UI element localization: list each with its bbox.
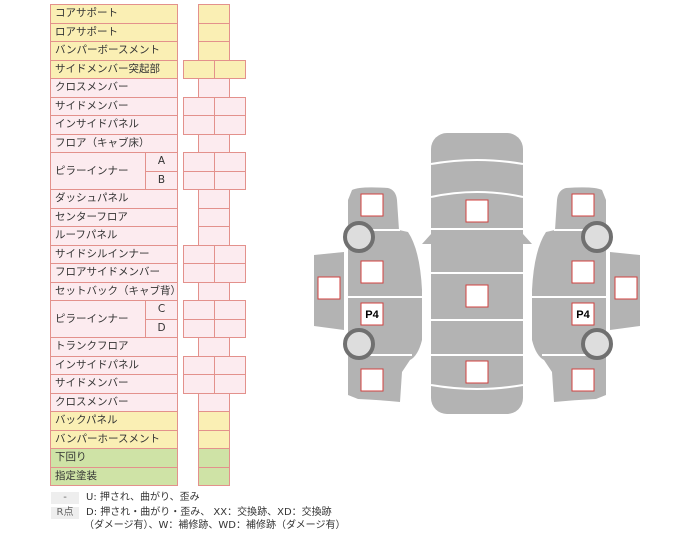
row-label: クロスメンバー xyxy=(50,78,178,98)
row-label: サイドシルインナー xyxy=(50,244,178,264)
marker-left-front-door[interactable] xyxy=(360,260,384,284)
check-cell-right[interactable] xyxy=(214,59,246,79)
panel-lines xyxy=(348,159,606,390)
damage-markers xyxy=(317,193,638,392)
marker-right-rear[interactable] xyxy=(571,368,595,392)
car-left-side xyxy=(348,187,422,402)
marker-right-door-panel[interactable] xyxy=(614,276,638,300)
legend-text-d-cont: （ダメージ有）、W：補修跡、WD：補修跡（ダメージ有） xyxy=(84,520,346,531)
row-sub-label: A xyxy=(145,152,178,172)
row-label: バンパーボースメント xyxy=(50,41,178,61)
row-label: バンパーホースメント xyxy=(50,429,178,449)
check-cell-right[interactable] xyxy=(214,115,246,135)
marker-top-front[interactable] xyxy=(465,199,489,223)
check-cell[interactable] xyxy=(198,466,230,486)
row-label: 指定塗装 xyxy=(50,466,178,486)
wheel-icon xyxy=(343,328,375,360)
marker-left-rear[interactable] xyxy=(360,368,384,392)
wheel-icon xyxy=(581,221,613,253)
row-label: バックパネル xyxy=(50,411,178,431)
marker-right-rear-door[interactable] xyxy=(571,302,595,326)
check-cell-right[interactable] xyxy=(214,318,246,338)
legend-text-u: U: 押され、曲がり、歪み xyxy=(86,492,200,503)
legend-key-r: R点 xyxy=(51,507,79,519)
row-label: フロアサイドメンバー xyxy=(50,263,178,283)
check-cell-right[interactable] xyxy=(214,374,246,394)
left-p4-label: P4 xyxy=(365,309,379,321)
row-label: サイドメンバー突起部 xyxy=(50,59,178,79)
row-label: クロスメンバー xyxy=(50,392,178,412)
row-label: サイドメンバー xyxy=(50,96,178,116)
marker-right-front[interactable] xyxy=(571,193,595,217)
row-sub-label: C xyxy=(145,300,178,320)
legend-key-dash: - xyxy=(51,492,79,504)
car-right-side xyxy=(532,187,606,402)
row-label: センターフロア xyxy=(50,207,178,227)
marker-left-rear-door[interactable] xyxy=(360,302,384,326)
row-label: フロア（キャブ床） xyxy=(50,133,178,153)
wheel-icon xyxy=(581,328,613,360)
marker-top-rear[interactable] xyxy=(465,360,489,384)
marker-right-front-door[interactable] xyxy=(571,260,595,284)
wheel-icon xyxy=(343,221,375,253)
legend-text-d: D: 押され・曲がり・歪み、 XX：交換跡、XD：交換跡 xyxy=(86,507,332,518)
row-label: ピラーインナー xyxy=(50,300,146,338)
marker-top-middle[interactable] xyxy=(465,284,489,308)
row-label: インサイドパネル xyxy=(50,115,178,135)
marker-left-front[interactable] xyxy=(360,193,384,217)
right-p4-label: P4 xyxy=(576,309,590,321)
row-label: ピラーインナー xyxy=(50,152,146,190)
wheels xyxy=(343,221,613,360)
check-cell-right[interactable] xyxy=(214,263,246,283)
marker-left-door-panel[interactable] xyxy=(317,276,341,300)
check-cell-right[interactable] xyxy=(214,170,246,190)
